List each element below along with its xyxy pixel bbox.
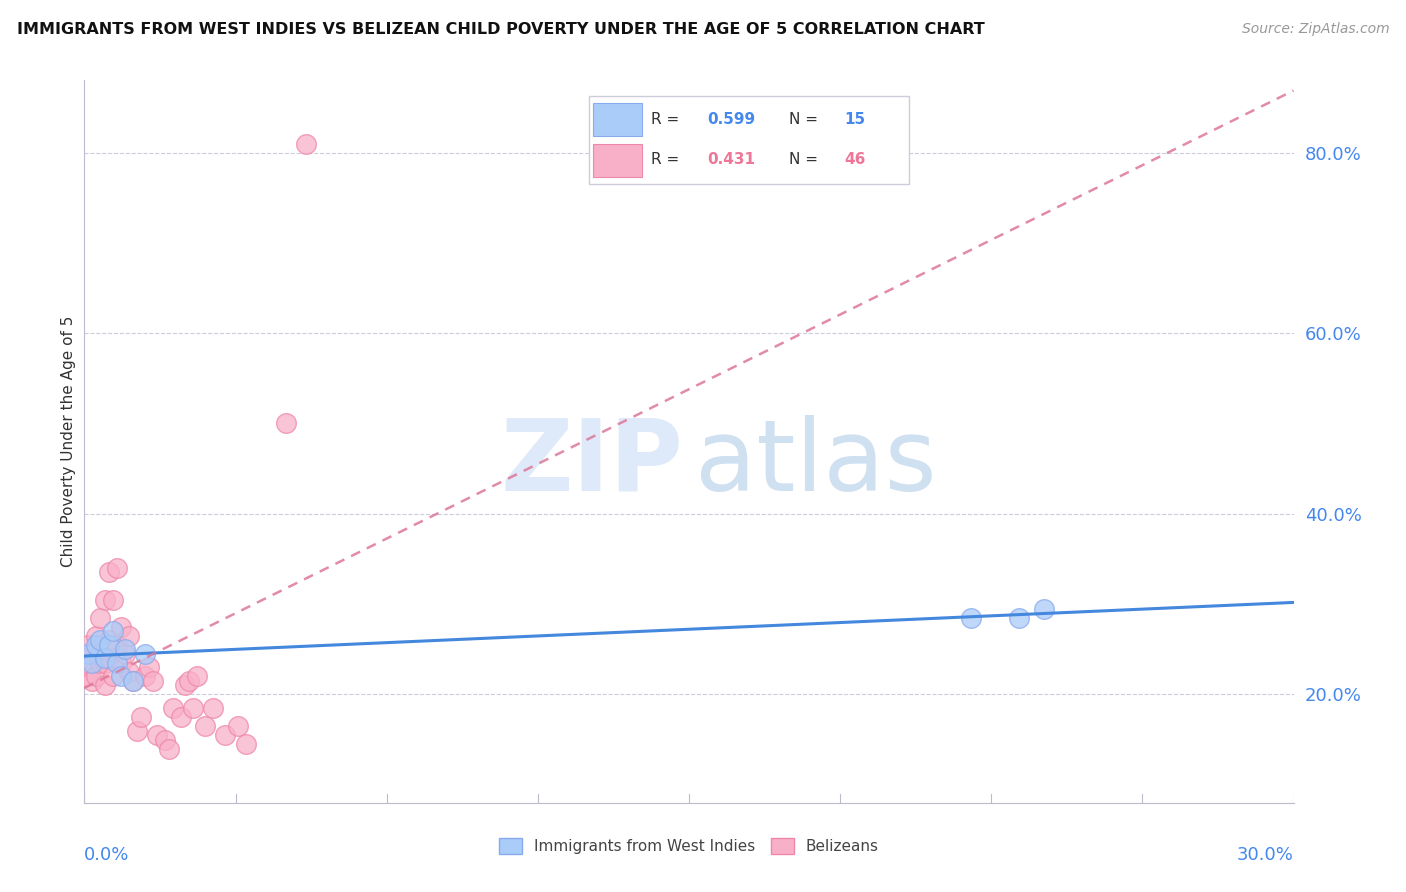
Point	[138, 660, 160, 674]
Text: 0.0%: 0.0%	[84, 847, 129, 864]
Point	[295, 136, 318, 151]
Point	[110, 669, 132, 683]
Point	[77, 638, 100, 652]
Text: atlas: atlas	[695, 415, 936, 512]
Point	[162, 701, 184, 715]
Point	[97, 651, 120, 665]
Point	[93, 651, 115, 665]
Y-axis label: Child Poverty Under the Age of 5: Child Poverty Under the Age of 5	[60, 316, 76, 567]
Point	[274, 417, 297, 431]
Point	[179, 673, 201, 688]
Point	[121, 673, 143, 688]
Point	[97, 638, 120, 652]
Point	[93, 678, 115, 692]
Text: 30.0%: 30.0%	[1237, 847, 1294, 864]
Point	[170, 710, 193, 724]
Text: ZIP: ZIP	[501, 415, 683, 512]
Point	[142, 673, 165, 688]
Point	[77, 656, 100, 670]
Point	[97, 633, 120, 648]
Point	[235, 737, 257, 751]
Point	[105, 561, 128, 575]
Point	[118, 665, 141, 679]
Point	[77, 647, 100, 661]
Point	[174, 678, 197, 692]
Point	[129, 710, 152, 724]
Point	[75, 669, 97, 683]
Point	[110, 620, 132, 634]
Point	[82, 647, 104, 661]
Point	[105, 638, 128, 652]
Point	[89, 610, 111, 624]
Point	[1032, 601, 1054, 615]
Point	[82, 656, 104, 670]
Point	[146, 728, 169, 742]
Point	[105, 656, 128, 670]
Point	[121, 673, 143, 688]
Point	[960, 610, 983, 624]
Point	[101, 669, 124, 683]
Point	[93, 592, 115, 607]
Point	[157, 741, 180, 756]
Point	[1008, 610, 1031, 624]
Point	[86, 638, 108, 652]
Point	[89, 656, 111, 670]
Point	[134, 647, 156, 661]
Point	[86, 629, 108, 643]
Text: Source: ZipAtlas.com: Source: ZipAtlas.com	[1241, 22, 1389, 37]
Point	[101, 592, 124, 607]
Point	[202, 701, 225, 715]
Point	[82, 673, 104, 688]
Point	[226, 719, 249, 733]
Point	[181, 701, 204, 715]
Point	[194, 719, 217, 733]
Legend: Immigrants from West Indies, Belizeans: Immigrants from West Indies, Belizeans	[494, 832, 884, 860]
Point	[86, 669, 108, 683]
Point	[186, 669, 208, 683]
Point	[214, 728, 236, 742]
Point	[118, 629, 141, 643]
Point	[110, 656, 132, 670]
Point	[101, 624, 124, 639]
Point	[114, 647, 136, 661]
Point	[93, 656, 115, 670]
Point	[125, 723, 148, 738]
Point	[97, 566, 120, 580]
Point	[89, 633, 111, 648]
Point	[153, 732, 176, 747]
Point	[114, 642, 136, 657]
Point	[134, 669, 156, 683]
Text: IMMIGRANTS FROM WEST INDIES VS BELIZEAN CHILD POVERTY UNDER THE AGE OF 5 CORRELA: IMMIGRANTS FROM WEST INDIES VS BELIZEAN …	[17, 22, 984, 37]
